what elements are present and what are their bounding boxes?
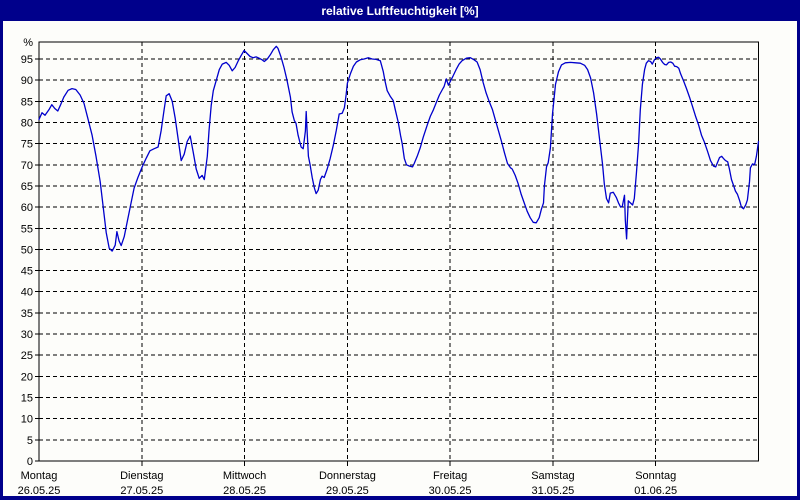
y-tick-label: 0 xyxy=(27,456,33,468)
y-tick-label: 85 xyxy=(21,96,33,108)
y-tick-label: 30 xyxy=(21,329,33,341)
y-tick-label: 80 xyxy=(21,118,33,130)
x-day-label: Mittwoch xyxy=(223,470,266,482)
x-day-label: Dienstag xyxy=(120,470,163,482)
y-tick-label: 65 xyxy=(21,181,33,193)
y-tick-label: 60 xyxy=(21,202,33,214)
y-tick-label: 25 xyxy=(21,350,33,362)
y-tick-label: 15 xyxy=(21,393,33,405)
y-tick-label: 95 xyxy=(21,54,33,66)
y-tick-label: 20 xyxy=(21,371,33,383)
x-day-label: Donnerstag xyxy=(319,470,376,482)
x-day-label: Montag xyxy=(21,470,58,482)
x-day-label: Freitag xyxy=(433,470,467,482)
y-tick-label: 45 xyxy=(21,266,33,278)
humidity-line xyxy=(38,45,760,252)
y-tick-label: 40 xyxy=(21,287,33,299)
window-title: relative Luftfeuchtigkeit [%] xyxy=(321,3,479,18)
x-day-label: Samstag xyxy=(531,470,574,482)
plot-frame xyxy=(38,41,760,462)
x-date-label: 28.05.25 xyxy=(223,485,266,497)
y-tick-label: 35 xyxy=(21,308,33,320)
y-axis-unit-label: % xyxy=(23,37,33,49)
y-tick-label: 5 xyxy=(27,435,33,447)
y-tick-label: 10 xyxy=(21,414,33,426)
x-date-label: 26.05.25 xyxy=(18,485,61,497)
y-tick-label: 50 xyxy=(21,244,33,256)
y-tick-label: 90 xyxy=(21,75,33,87)
x-date-label: 01.06.25 xyxy=(634,485,677,497)
x-day-label: Sonntag xyxy=(635,470,676,482)
x-date-label: 30.05.25 xyxy=(429,485,472,497)
title-bar[interactable]: relative Luftfeuchtigkeit [%] xyxy=(0,0,800,21)
y-tick-label: 55 xyxy=(21,223,33,235)
y-tick-label: 75 xyxy=(21,139,33,151)
x-date-label: 31.05.25 xyxy=(531,485,574,497)
x-date-label: 29.05.25 xyxy=(326,485,369,497)
x-date-label: 27.05.25 xyxy=(120,485,163,497)
y-tick-label: 70 xyxy=(21,160,33,172)
chart-area xyxy=(3,21,797,496)
